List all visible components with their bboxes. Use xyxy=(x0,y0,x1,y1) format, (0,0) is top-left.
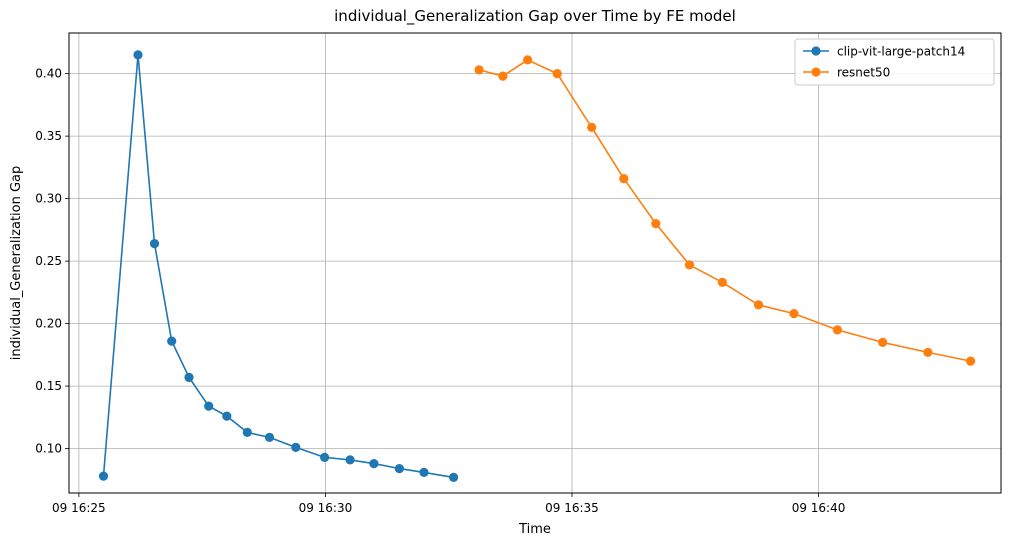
data-point xyxy=(419,467,429,477)
data-point xyxy=(966,356,976,366)
series-layer xyxy=(98,50,976,482)
y-tick-label: 0.20 xyxy=(35,317,62,331)
legend-label: resnet50 xyxy=(837,66,890,80)
data-point xyxy=(222,411,232,421)
data-point xyxy=(369,459,379,469)
y-tick-label: 0.25 xyxy=(35,254,62,268)
x-tick-label: 09 16:30 xyxy=(299,501,353,515)
y-tick-label: 0.15 xyxy=(35,379,62,393)
x-tick-label: 09 16:35 xyxy=(545,501,599,515)
data-point xyxy=(242,427,252,437)
data-point xyxy=(832,325,843,335)
series-resnet50 xyxy=(474,55,976,366)
data-point xyxy=(789,309,799,319)
data-point xyxy=(753,300,764,310)
series-line xyxy=(478,58,971,362)
data-point xyxy=(587,122,597,132)
data-point xyxy=(320,452,330,462)
plot-frame xyxy=(68,32,1002,494)
y-tick-label: 0.10 xyxy=(35,442,62,456)
data-point xyxy=(878,337,888,347)
grid xyxy=(69,33,1001,493)
data-point xyxy=(923,347,933,357)
chart-title: individual_Generalization Gap over Time … xyxy=(334,7,736,26)
x-tick-label: 09 16:25 xyxy=(52,501,106,515)
data-point xyxy=(133,50,143,60)
data-point xyxy=(474,65,484,75)
legend: clip-vit-large-patch14 resnet50 xyxy=(794,38,995,86)
data-point xyxy=(264,432,275,442)
legend-label: clip-vit-large-patch14 xyxy=(837,45,965,59)
data-point xyxy=(184,372,194,382)
legend-box xyxy=(794,38,995,86)
legend-marker xyxy=(811,46,821,56)
data-point xyxy=(204,401,214,411)
y-axis-label: individual_Generalization Gap xyxy=(9,166,24,361)
data-point xyxy=(345,455,355,465)
data-point xyxy=(291,442,301,452)
data-point xyxy=(394,464,404,474)
y-axis: 0.10 0.15 0.20 0.25 0.30 0.35 0.40 xyxy=(35,67,69,456)
y-tick-label: 0.40 xyxy=(35,67,62,81)
data-point xyxy=(449,472,459,482)
y-tick-label: 0.35 xyxy=(35,129,62,143)
x-tick-label: 09 16:40 xyxy=(792,501,846,515)
data-point xyxy=(552,69,562,79)
y-tick-label: 0.30 xyxy=(35,192,62,206)
data-point xyxy=(651,219,661,229)
data-point xyxy=(684,260,695,270)
data-point xyxy=(498,71,508,81)
x-axis: 09 16:25 09 16:30 09 16:35 09 16:40 xyxy=(52,493,845,515)
data-point xyxy=(523,55,533,65)
data-point xyxy=(717,277,728,287)
x-axis-label: Time xyxy=(518,522,551,537)
data-point xyxy=(98,471,109,481)
data-point xyxy=(149,239,160,249)
data-point xyxy=(167,336,177,346)
series-line xyxy=(102,54,454,479)
legend-marker xyxy=(811,67,821,77)
series-clip-vit-large-patch14 xyxy=(98,50,459,482)
data-point xyxy=(619,174,629,184)
